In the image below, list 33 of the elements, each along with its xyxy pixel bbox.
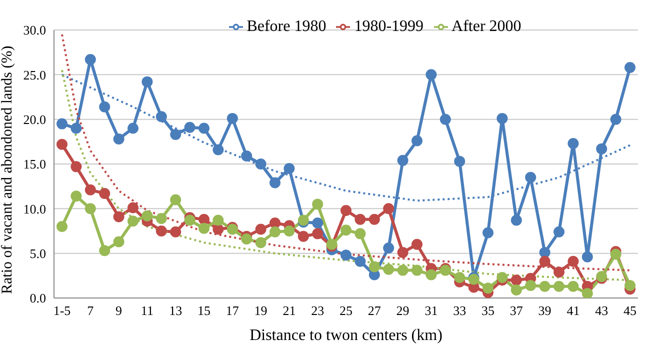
x-tick-label: 43: [595, 303, 608, 318]
x-tick-label: 31: [424, 303, 438, 318]
x-tick-label: 19: [254, 303, 268, 318]
x-tick-label: 39: [538, 303, 552, 318]
x-tick-label: 45: [624, 303, 636, 318]
x-tick-label: 41: [566, 303, 580, 318]
y-tick-label: 10.0: [23, 201, 46, 216]
y-tick-label: 30.0: [23, 22, 46, 38]
y-tick-label: 15.0: [23, 156, 46, 172]
y-axis-title: Ratio of vacant and abondoned lands (%): [0, 46, 16, 294]
x-tick-label: 29: [396, 303, 410, 318]
x-tick-label: 35: [482, 303, 494, 318]
legend-label: Before 1980: [246, 18, 326, 35]
legend-label: After 2000: [452, 18, 522, 35]
legend-label: 1980-1999: [354, 18, 424, 35]
x-tick-label: 7: [87, 303, 94, 318]
x-tick-label: 33: [453, 303, 466, 318]
x-tick-label: 25: [340, 303, 352, 318]
x-tick-label: 9: [116, 303, 122, 318]
y-tick-label: 5.0: [30, 246, 46, 261]
x-tick-label: 37: [510, 303, 524, 318]
y-tick-label: 0.0: [30, 290, 46, 306]
y-tick-label: 20.0: [23, 112, 46, 127]
x-tick-label: 17: [226, 303, 240, 318]
x-axis-title: Distance to twon centers (km): [250, 327, 442, 344]
x-tick-label: 23: [311, 303, 324, 318]
x-tick-label: 13: [169, 303, 182, 318]
x-tick-label: 27: [368, 303, 382, 318]
y-tick-label: 25.0: [23, 67, 46, 82]
x-tick-label: 21: [282, 303, 296, 318]
x-tick-label: 15: [198, 303, 210, 318]
x-tick-label: 11: [140, 303, 154, 318]
x-tick-label: 1-5: [53, 303, 71, 318]
